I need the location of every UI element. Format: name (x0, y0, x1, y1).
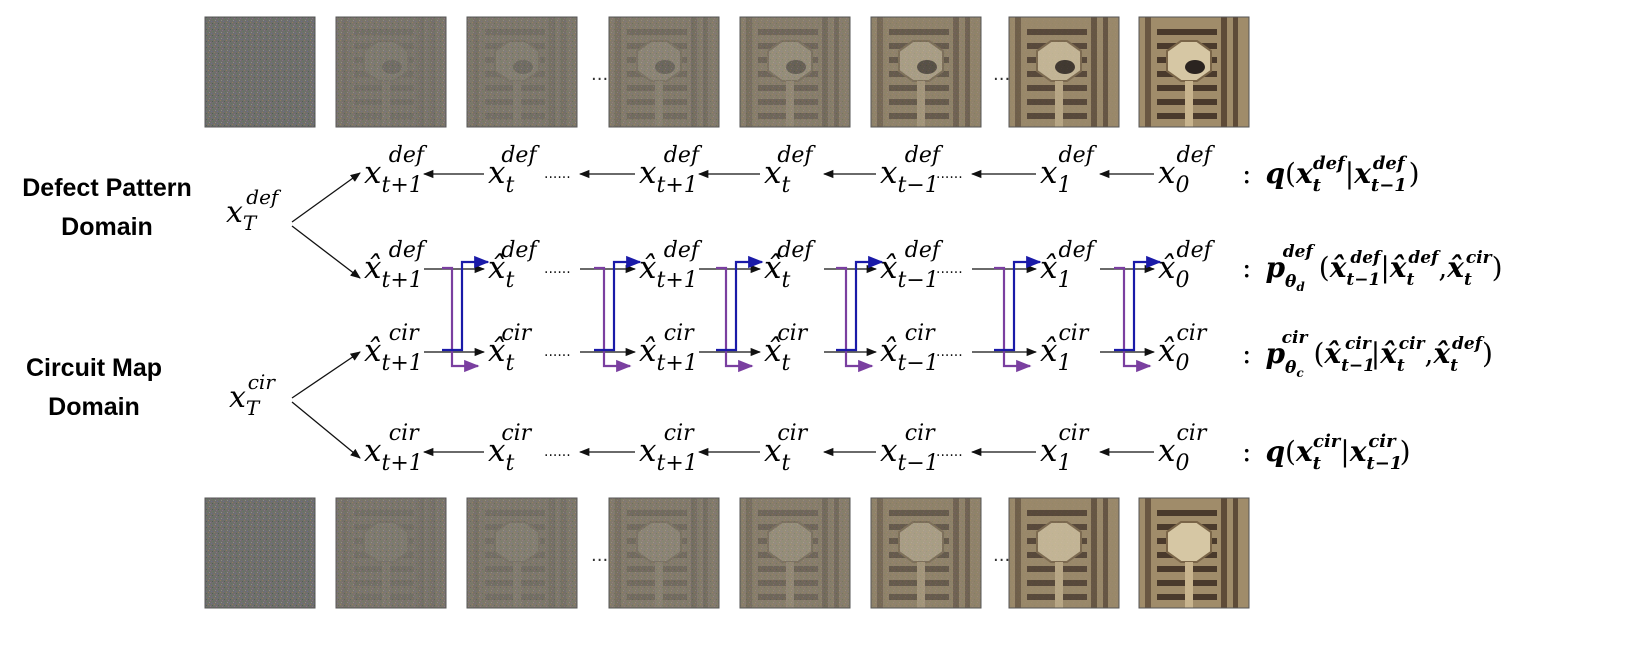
formula-p-def: : pθddef (x̂t−1def|x̂tdef,x̂tcir) (1242, 242, 1503, 294)
chain-node: x̂t+1cir (639, 321, 698, 376)
circuit-to-defect-arrow (836, 255, 884, 352)
chain-node: xt−1cir (880, 421, 939, 476)
chain-node: x̂tdef (488, 238, 540, 293)
circuit-sample-image (608, 497, 720, 609)
circuit-sample-image (870, 497, 982, 609)
chain-node: xtcir (488, 421, 533, 476)
defect-sample-image (204, 16, 316, 128)
defect-sample-image (466, 16, 578, 128)
defect-sample-image (1008, 16, 1120, 128)
chain-node: x̂1def (1040, 238, 1098, 293)
circuit-sample-image (739, 497, 851, 609)
chain-row-forward-cir: xt+1cir xtcir xt+1cir xtcir xt−1cir x1cir x0ci… (364, 421, 1208, 476)
circuit-to-defect-arrow (594, 255, 642, 352)
chain-ellipsis: ...... (544, 344, 571, 360)
formula-q-cir: : q(xtcir|xt−1cir) (1242, 431, 1411, 474)
chain-node: xt+1cir (639, 421, 698, 476)
defect-to-circuit-arrow (994, 266, 1032, 373)
chain-node: x̂t+1def (364, 238, 428, 293)
circuit-sample-image (335, 497, 447, 609)
defect-to-circuit-arrow (1114, 266, 1152, 373)
chain-ellipsis: ...... (936, 444, 963, 460)
chain-row-reverse-cir: x̂t+1cir x̂tcir x̂t+1cir x̂tcir x̂t−1cir x̂1c… (364, 321, 1208, 376)
chain-node: x̂0cir (1158, 321, 1208, 376)
formula-q-def: : q(xtdef|xt−1def) (1242, 153, 1420, 196)
chains: xt+1def xtdef xt+1def xtdef xt−1def x1def x0de… (364, 143, 1216, 476)
defect-strip-gap-marker: ... (993, 64, 1010, 85)
chain-ellipsis: ...... (936, 344, 963, 360)
cross-domain-arrow-pair (994, 255, 1042, 373)
formulas: : q(xtdef|xt−1def) : pθddef (x̂t−1def|x̂tde… (1242, 153, 1503, 474)
defect-to-circuit-arrow (442, 266, 480, 373)
defect-strip-gap-marker: ... (591, 64, 608, 85)
root-defect: xTdef (226, 185, 282, 235)
chain-node: xtcir (764, 421, 809, 476)
defect-sample-image (608, 16, 720, 128)
chain-node: x1def (1040, 143, 1098, 198)
chain-node: x0def (1158, 143, 1216, 198)
chain-node: x̂t+1def (639, 238, 703, 293)
defect-sample-image (870, 16, 982, 128)
chain-node: xtdef (488, 143, 540, 198)
defect-to-circuit-arrow (836, 266, 874, 373)
chain-node: x̂1cir (1040, 321, 1090, 376)
defect-image-strip: ...... (204, 16, 1250, 128)
circuit-sample-image (466, 497, 578, 609)
chain-node: x̂t−1cir (880, 321, 939, 376)
chain-node: x̂tcir (764, 321, 809, 376)
chain-row-reverse-def: x̂t+1def x̂tdef x̂t+1def x̂tdef x̂t−1def x̂1d… (364, 238, 1216, 293)
circuit-image-strip: ...... (204, 497, 1250, 609)
chain-node: x̂t−1def (880, 238, 944, 293)
chain-node: xt+1def (364, 143, 428, 198)
defect-to-circuit-arrow (594, 266, 632, 373)
root-circuit: xTcir (229, 370, 276, 420)
circuit-strip-gap-marker: ... (993, 545, 1010, 566)
circuit-sample-image (204, 497, 316, 609)
defect-to-circuit-arrow (716, 266, 754, 373)
branch-arrow-defect-forward (291, 172, 361, 223)
circuit-domain-label-line1: Circuit Map (26, 354, 162, 382)
circuit-domain-label-line2: Domain (48, 393, 140, 421)
formula-p-cir: : pθccir (x̂t−1cir|x̂tcir,x̂tdef) (1242, 328, 1493, 380)
branch-arrow-circuit-forward (291, 401, 361, 459)
circuit-to-defect-arrow (1114, 255, 1162, 352)
chain-node: x̂tcir (488, 321, 533, 376)
cross-domain-arrow-pair (716, 255, 764, 373)
chain-row-forward-def: xt+1def xtdef xt+1def xtdef xt−1def x1def x0de… (364, 143, 1216, 198)
circuit-to-defect-arrow (994, 255, 1042, 352)
chain-ellipsis: ...... (936, 166, 963, 182)
defect-sample-image (335, 16, 447, 128)
circuit-to-defect-arrow (716, 255, 764, 352)
chain-node: xt+1def (639, 143, 703, 198)
defect-domain-label-line2: Domain (61, 213, 153, 241)
cross-domain-arrow-pair (836, 255, 884, 373)
chain-ellipsis: ...... (544, 444, 571, 460)
chain-node: x̂tdef (764, 238, 816, 293)
chain-ellipsis: ...... (544, 166, 571, 182)
cross-domain-arrow-pair (1114, 255, 1162, 373)
branch-arrow-defect-reverse (291, 225, 361, 279)
circuit-sample-image (1008, 497, 1120, 609)
chain-node: x̂t+1cir (364, 321, 423, 376)
chain-node: x0cir (1158, 421, 1208, 476)
defect-domain-label-line1: Defect Pattern (22, 174, 192, 202)
circuit-to-defect-arrow (442, 255, 490, 352)
circuit-sample-image (1138, 497, 1250, 609)
chain-ellipsis: ...... (936, 261, 963, 277)
chain-node: xtdef (764, 143, 816, 198)
branch-arrow-circuit-reverse (291, 351, 361, 399)
defect-sample-image (1138, 16, 1250, 128)
cross-domain-arrows (442, 255, 1162, 373)
chain-node: xt+1cir (364, 421, 423, 476)
chain-node: x1cir (1040, 421, 1090, 476)
chain-node: x̂0def (1158, 238, 1216, 293)
defect-sample-image (739, 16, 851, 128)
chain-node: xt−1def (880, 143, 944, 198)
circuit-strip-gap-marker: ... (591, 545, 608, 566)
cross-domain-arrow-pair (442, 255, 490, 373)
cross-domain-arrow-pair (594, 255, 642, 373)
chain-ellipsis: ...... (544, 261, 571, 277)
